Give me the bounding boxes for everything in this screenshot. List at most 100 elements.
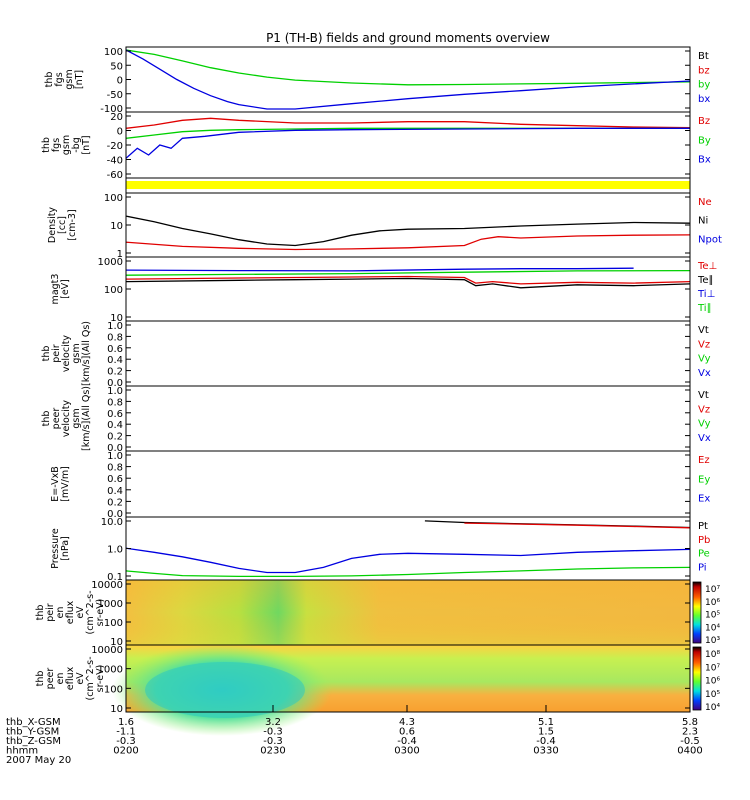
ylabel-thb_fgs_gsm_dsl: thb fgs gsm -bg [nT] [41, 135, 92, 155]
legend-thb_efield-Ey: Ey [698, 474, 710, 485]
ytick-label-thb_fgs_gsm: 50 [110, 61, 123, 72]
legend-thb_pressure-Pb: Pb [698, 535, 710, 546]
ylabel-line: E=-VxB [50, 466, 61, 501]
colorbar-label-thb_peir_en_eflux: 10⁵ [705, 611, 720, 621]
legend-thb_temperature-Te⊥: Te⊥ [697, 261, 717, 272]
legend-thb_fgs_gsm-bz: bz [698, 65, 710, 76]
xtick-label-y: -1.1 [116, 727, 136, 738]
ytick-label-thb_fgs_gsm: -50 [107, 90, 123, 101]
colorbar-label-thb_peer_en_eflux: 10⁶ [705, 677, 720, 687]
ytick-label-thb_efield: 0.4 [107, 486, 123, 497]
legend-thb_pressure-Pe: Pe [698, 549, 710, 560]
series-line-thb_fgs_gsm_dsl-Bz [125, 117, 691, 129]
peir-spectrogram-shade [126, 580, 690, 645]
ylabel-line: eV [75, 672, 86, 685]
ylabel-line: [cc] [57, 216, 68, 234]
legend-thb_temperature-Te∥: Te∥ [697, 275, 714, 286]
ytick-label-thb_peir_en_eflux: 100 [104, 618, 123, 629]
ytick-label-thb_pressure: 10.0 [101, 517, 123, 528]
series-line-thb_temperature-Ti⊥ [125, 267, 634, 272]
ytick-label-thb_peir_velocity: 0.2 [107, 367, 123, 378]
panel-frame-thb_temperature [125, 256, 691, 322]
panel-frame-thb_peer_en_eflux [125, 644, 691, 713]
ytick-label-thb_efield: 0.8 [107, 463, 123, 474]
ytick-label-thb_temperature: 10 [110, 313, 123, 324]
ylabel-line: thb [41, 346, 52, 362]
series-line-thb_fgs_gsm_dsl-Bx [125, 127, 690, 159]
ytick-label-thb_fgs_gsm: 100 [104, 47, 123, 58]
legend-thb_peer_velocity-Vx: Vx [698, 433, 711, 444]
ylabel-line: thb [41, 137, 52, 153]
legend-thb_fgs_gsm-by: by [698, 80, 710, 91]
ytick-label-thb_fgs_gsm_dsl: 0 [117, 127, 123, 138]
colorbar-thb_peir_en_eflux [692, 581, 702, 644]
ylabel-line: peer [45, 668, 56, 690]
ylabel-line: en [55, 673, 66, 685]
ytick-label-thb_efield: 0.2 [107, 497, 123, 508]
xtick-label-hhmm: 0230 [260, 746, 285, 757]
ytick-label-thb_fgs_gsm_dsl: -40 [107, 156, 123, 167]
ytick-label-thb_peer_velocity: 1.0 [107, 386, 123, 397]
series-line-thb_pressure-Pi [125, 547, 691, 574]
xaxis-row-label: 2007 May 20 [6, 755, 71, 766]
xtick-label-x: 5.8 [682, 717, 698, 728]
ylabel-line: -bg [71, 137, 82, 153]
legend-thb_peir_velocity-Vt: Vt [698, 325, 709, 336]
ylabel-line: [mV/m] [60, 466, 71, 502]
ylabel-line: gsm [71, 408, 82, 428]
xtick-label-hhmm: 0400 [677, 746, 702, 757]
ytick-label-thb_peer_velocity: 0.8 [107, 397, 123, 408]
legend-thb_fgs_gsm_dsl-By: By [698, 135, 711, 146]
legend-thb_efield-Ex: Ex [698, 494, 710, 505]
panel-frame-thb_peir_velocity [125, 320, 691, 387]
ylabel-line: fgs [51, 138, 62, 152]
ytick-label-thb_peir_velocity: 0.8 [107, 332, 123, 343]
ylabel-line: gsm [71, 343, 82, 363]
ylabel-line: eflux [65, 666, 76, 690]
ylabel-line: [nPa] [60, 536, 71, 561]
ylabel-line: peir [51, 344, 62, 363]
legend-thb_peir_velocity-Vz: Vz [698, 339, 710, 350]
ytick-label-thb_peer_velocity: 0.4 [107, 420, 123, 431]
colorbar-label-thb_peir_en_eflux: 10⁴ [705, 623, 720, 633]
legend-thb_density-Ni: Ni [698, 216, 708, 227]
ytick-label-thb_pressure: 1.0 [107, 545, 123, 556]
ytick-label-thb_pressure: 0.1 [107, 572, 123, 583]
status-bar [126, 181, 690, 189]
xtick-label-z: -0.3 [116, 736, 136, 747]
ytick-label-thb_density: 1 [117, 249, 123, 260]
legend-thb_peir_velocity-Vy: Vy [698, 354, 711, 365]
ylabel-thb_peir_en_eflux: thb peir en eflux eV (cm^2-s-sr-eV) [35, 591, 106, 635]
ytick-label-thb_temperature: 100 [104, 285, 123, 296]
legend-thb_density-Ne: Ne [698, 197, 712, 208]
ytick-label-thb_fgs_gsm: -100 [100, 104, 123, 115]
legend-thb_fgs_gsm-Bt: Bt [698, 51, 709, 62]
ylabel-thb_efield: E=-VxB [mV/m] [50, 466, 71, 502]
ytick-label-thb_fgs_gsm_dsl: -60 [107, 170, 123, 181]
colorbar-label-thb_peer_en_eflux: 10⁵ [705, 690, 720, 700]
xtick-label-z: -0.3 [263, 736, 283, 747]
xtick-label-z: -0.4 [536, 736, 556, 747]
ylabel-thb_temperature: magt3 [eV] [50, 274, 71, 305]
ytick-label-thb_peer_en_eflux: 10 [110, 704, 123, 715]
ylabel-line: sr-eV) [95, 599, 106, 627]
xtick-label-y: 1.5 [538, 727, 554, 738]
legend-thb_fgs_gsm_dsl-Bx: Bx [698, 155, 711, 166]
ytick-label-thb_efield: 0.6 [107, 474, 123, 485]
series-line-thb_density-Ni [125, 215, 691, 247]
legend-thb_peer_velocity-Vz: Vz [698, 404, 710, 415]
ylabel-line: Density [47, 207, 58, 243]
ylabel-thb_peer_velocity: thb peer velocity gsm [km/s](All Qs) [41, 386, 92, 451]
series-line-thb_density-Ne [125, 234, 691, 251]
colorbar-label-thb_peir_en_eflux: 10⁷ [705, 585, 720, 595]
ytick-label-thb_peir_en_eflux: 1000 [98, 599, 123, 610]
xtick-label-x: 3.2 [265, 717, 281, 728]
panel-frame-thb_efield [125, 450, 691, 518]
ylabel-thb_peer_en_eflux: thb peer en eflux eV (cm^2-s-sr-eV) [35, 657, 106, 701]
xaxis-row-label: hhmm [6, 746, 38, 757]
ylabel-line: eV [75, 606, 86, 619]
series-line-thb_pressure-Pb [464, 522, 691, 529]
xtick-label-hhmm: 0200 [113, 746, 138, 757]
panel-frame-thb_fgs_gsm [125, 46, 691, 113]
ylabel-line: thb [35, 671, 46, 687]
